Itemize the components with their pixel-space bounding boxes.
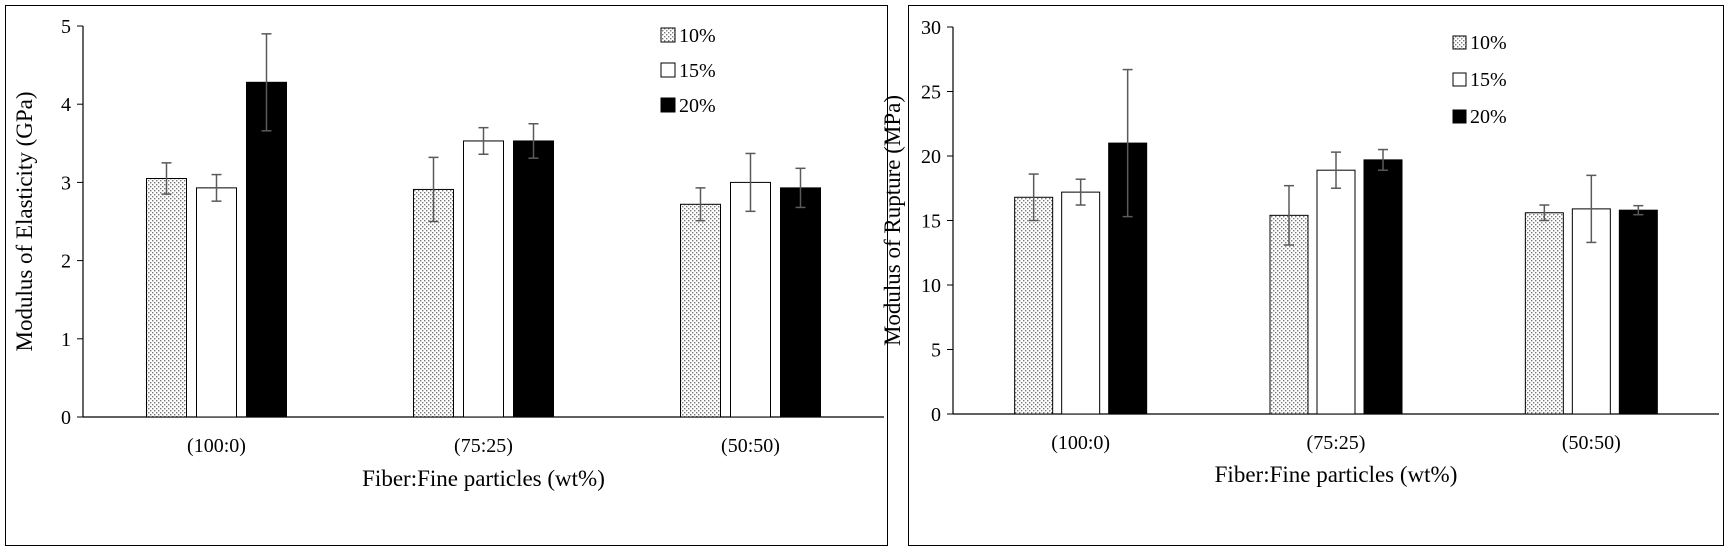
y-axis-label: Modulus of Elasticity (GPa) bbox=[12, 92, 37, 352]
bar bbox=[463, 140, 504, 418]
legend-swatch bbox=[660, 62, 676, 78]
bar bbox=[1363, 159, 1403, 415]
bar bbox=[146, 177, 187, 418]
y-tick-label: 20 bbox=[921, 146, 941, 168]
x-tick-label: (100:0) bbox=[1051, 432, 1110, 454]
y-tick-label: 25 bbox=[921, 82, 941, 104]
legend-label: 10% bbox=[679, 25, 716, 47]
bar bbox=[1269, 214, 1309, 415]
legend-swatch bbox=[1452, 35, 1467, 50]
legend-label: 20% bbox=[679, 95, 716, 117]
y-tick-label: 3 bbox=[61, 172, 71, 194]
bar bbox=[1014, 196, 1054, 415]
bar bbox=[413, 188, 454, 418]
bar bbox=[680, 203, 721, 418]
mor-chart: 0 5 10 15 20 25 30 (100:0) (75:25) (50:50) Fiber:F… bbox=[880, 17, 1719, 487]
mor-chart-panel: 0 5 10 15 20 25 30 (100:0) (75:25) (50:50) Fiber:F… bbox=[880, 5, 1724, 546]
y-tick-label: 4 bbox=[61, 94, 71, 116]
bar bbox=[1524, 212, 1564, 415]
y-axis-label: Modulus of Rupture (MPa) bbox=[880, 95, 905, 346]
legend-swatch bbox=[660, 27, 676, 43]
bar bbox=[246, 81, 287, 418]
legend-label: 20% bbox=[1470, 106, 1507, 128]
x-tick-label: (75:25) bbox=[1307, 432, 1366, 454]
y-tick-label: 2 bbox=[61, 251, 71, 273]
bar bbox=[196, 187, 237, 418]
bar bbox=[1061, 191, 1101, 415]
legend-swatch bbox=[1452, 109, 1467, 124]
x-tick-label: (100:0) bbox=[187, 435, 246, 457]
legend-label: 10% bbox=[1470, 32, 1507, 54]
legend-swatch bbox=[660, 97, 676, 113]
y-tick-label: 30 bbox=[921, 17, 941, 39]
bar bbox=[780, 187, 821, 418]
legend-label: 15% bbox=[679, 60, 716, 82]
y-tick-label: 15 bbox=[921, 211, 941, 233]
x-axis-label: Fiber:Fine particles (wt%) bbox=[362, 466, 605, 491]
bar bbox=[1618, 209, 1658, 415]
x-tick-label: (50:50) bbox=[1562, 432, 1621, 454]
x-tick-label: (50:50) bbox=[721, 435, 780, 457]
y-tick-label: 0 bbox=[61, 407, 71, 429]
moe-chart: 0 1 2 3 4 5 (100:0) (75:25) (50:50) Fiber:Fine pa… bbox=[12, 16, 884, 491]
y-tick-label: 1 bbox=[61, 329, 71, 351]
legend-label: 15% bbox=[1470, 69, 1507, 91]
y-tick-label: 10 bbox=[921, 275, 941, 297]
y-tick-label: 5 bbox=[931, 340, 941, 362]
x-tick-label: (75:25) bbox=[454, 435, 513, 457]
moe-chart-panel: 0 1 2 3 4 5 (100:0) (75:25) (50:50) Fiber:Fine pa… bbox=[5, 5, 888, 546]
bar bbox=[513, 140, 554, 418]
legend-swatch bbox=[1452, 72, 1467, 87]
bar bbox=[730, 181, 771, 418]
y-tick-label: 0 bbox=[931, 404, 941, 426]
bar bbox=[1316, 169, 1356, 415]
y-tick-label: 5 bbox=[61, 16, 71, 38]
x-axis-label: Fiber:Fine particles (wt%) bbox=[1215, 462, 1458, 487]
